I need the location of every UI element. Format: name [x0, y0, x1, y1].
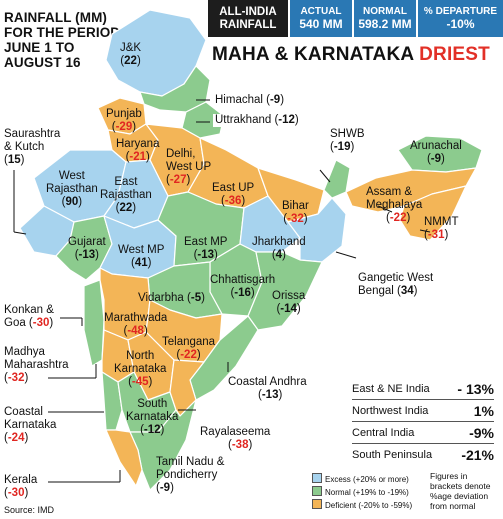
- region-gwb: [287, 197, 347, 263]
- label-arunachal: Arunachal (-9): [410, 140, 462, 165]
- label-coastal-karnataka: Coastal Karnataka (-24): [4, 406, 57, 444]
- label-haryana: Haryana (-21): [116, 138, 160, 163]
- legend-item-deficient: Deficient (-20% to -59%): [312, 499, 412, 512]
- label-delhi-west-up: Delhi, West UP (-27): [166, 148, 212, 186]
- source-credit: Source: IMD: [4, 505, 55, 515]
- label-gwb: Gangetic West Bengal (34): [358, 272, 434, 297]
- label-himachal: Himachal (-9): [213, 94, 287, 107]
- label-shwb: SHWB (-19): [330, 128, 365, 153]
- label-assam: Assam & Meghalaya (-22): [366, 186, 423, 224]
- label-orissa: Orissa (-14): [272, 290, 306, 315]
- summary-row: South Peninsula -21%: [352, 446, 494, 463]
- label-bihar: Bihar (-32): [282, 200, 309, 225]
- region-orissa: [247, 251, 323, 331]
- figures-note: Figures in brackets denote %age deviatio…: [430, 471, 491, 511]
- label-south-karnataka: South Karnataka (-12): [126, 398, 179, 436]
- region-konkan: [83, 279, 105, 367]
- label-telangana: Telangana (-22): [162, 336, 216, 361]
- actual-rainfall-box: ACTUAL 540 MM: [288, 0, 352, 37]
- region-shwb: [323, 159, 351, 199]
- label-jharkhand: Jharkhand (4): [252, 236, 306, 261]
- legend-item-normal: Normal (+19% to -19%): [312, 486, 412, 499]
- label-jk: J&K (22): [120, 42, 142, 67]
- summary-row: East & NE India - 13%: [352, 378, 494, 400]
- summary-row: Central India -9%: [352, 422, 494, 444]
- label-madhya-maharashtra: Madhya Maharashtra (-32): [4, 346, 69, 384]
- label-tamil-nadu: Tamil Nadu & Pondicherry (-9): [156, 456, 225, 494]
- map-legend: Excess (+20% or more) Normal (+19% to -1…: [312, 473, 412, 512]
- label-punjab: Punjab (-29): [106, 108, 142, 133]
- label-west-mp: West MP (41): [118, 244, 165, 269]
- legend-item-excess: Excess (+20% or more): [312, 473, 412, 486]
- label-east-mp: East MP (-13): [184, 236, 228, 261]
- map-title: RAINFALL (MM) FOR THE PERIOD JUNE 1 TO A…: [4, 10, 121, 70]
- label-vidarbha: Vidarbha (-5): [138, 292, 205, 304]
- region-nmmt: [399, 185, 467, 241]
- label-coastal-andhra: Coastal Andhra (-13): [228, 376, 307, 401]
- label-marathwada: Marathwada (-48): [104, 312, 168, 337]
- region-himachal: [139, 65, 211, 113]
- label-east-rajasthan: East Rajasthan (22): [100, 176, 152, 214]
- label-rayalaseema: Rayalaseema (-38): [200, 426, 271, 451]
- normal-rainfall-box: NORMAL 598.2 MM: [352, 0, 416, 37]
- headline: MAHA & KARNATAKA DRIEST: [212, 44, 490, 65]
- label-west-rajasthan: West Rajasthan (90): [46, 170, 98, 208]
- label-east-up: East UP (-36): [212, 182, 255, 207]
- label-north-karnataka: North Karnataka (-45): [114, 350, 167, 388]
- label-chhattisgarh: Chhattisgarh (-16): [210, 274, 276, 299]
- label-uttrakhand: Uttrakhand (-12): [213, 114, 301, 127]
- label-nmmt: NMMT (-31): [424, 216, 459, 241]
- label-konkan: Konkan & Goa (-30): [4, 304, 54, 329]
- regional-summary: East & NE India - 13% Northwest India 1% C…: [352, 378, 494, 465]
- leader-lines: [13, 99, 431, 483]
- departure-box: % DEPARTURE -10%: [416, 0, 503, 37]
- label-kerala: Kerala (-30): [4, 474, 38, 499]
- label-saurashtra: Saurashtra & Kutch (15): [4, 128, 61, 166]
- region-kerala: [105, 429, 143, 487]
- label-gujarat: Gujarat (-13): [68, 236, 106, 261]
- summary-row: Northwest India 1%: [352, 400, 494, 422]
- all-india-rainfall-header: ALL-INDIA RAINFALL: [208, 0, 288, 37]
